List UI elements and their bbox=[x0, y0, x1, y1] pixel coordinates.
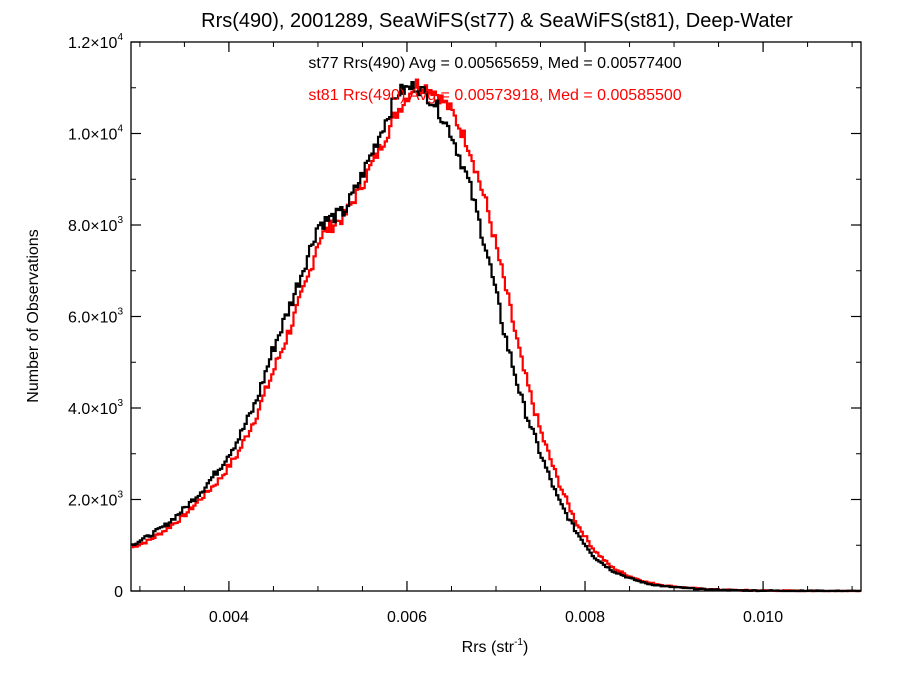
y-tick-label: 2.0×103 bbox=[68, 490, 123, 510]
x-axis-ticks: 0.004 0.006 0.008 0.010 bbox=[139, 42, 853, 626]
x-tick-label: 0.008 bbox=[565, 609, 605, 626]
series-st81-line bbox=[131, 78, 861, 593]
plot-frame bbox=[130, 41, 862, 592]
y-axis-label: Number of Observations bbox=[25, 229, 42, 402]
x-axis-label: Rrs (str-1) bbox=[462, 637, 529, 656]
chart-title: Rrs(490), 2001289, SeaWiFS(st77) & SeaWi… bbox=[201, 10, 793, 32]
y-tick-label: 0 bbox=[114, 584, 123, 601]
y-axis-ticks: 0 2.0×103 4.0×103 6.0×103 8.0×103 1.0×104 1.2×… bbox=[68, 32, 861, 601]
y-tick-label: 4.0×103 bbox=[68, 398, 123, 418]
series-st77-line bbox=[131, 80, 861, 593]
series-layer bbox=[131, 78, 861, 593]
y-tick-label: 8.0×103 bbox=[68, 215, 123, 235]
annotation-st81: st81 Rrs(490) Avg = 0.00573918, Med = 0.… bbox=[308, 87, 681, 104]
annotation-st77: st77 Rrs(490) Avg = 0.00565659, Med = 0.… bbox=[308, 55, 681, 72]
y-tick-label: 1.2×104 bbox=[68, 32, 123, 52]
x-tick-label: 0.004 bbox=[209, 609, 249, 626]
x-tick-label: 0.010 bbox=[743, 609, 783, 626]
y-tick-label: 6.0×103 bbox=[68, 307, 123, 327]
x-tick-label: 0.006 bbox=[387, 609, 427, 626]
y-tick-label: 1.0×104 bbox=[68, 124, 123, 144]
